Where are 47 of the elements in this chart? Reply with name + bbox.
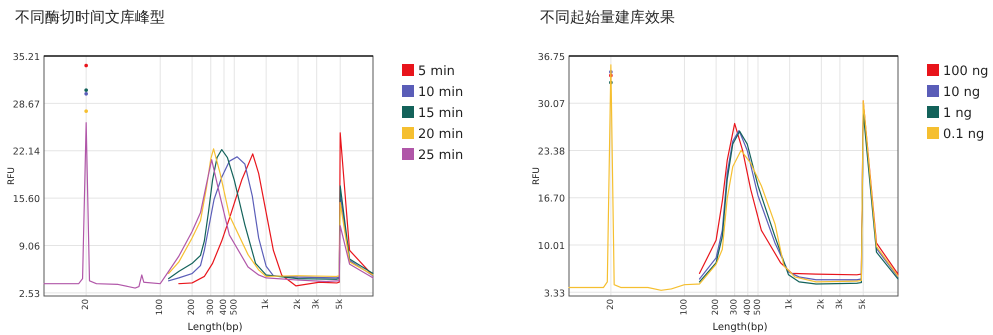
y-tick-label: 2.53: [18, 288, 40, 300]
y-tick-label: 35.21: [12, 52, 40, 63]
legend-label: 20 min: [418, 127, 464, 142]
y-tick-label: 16.70: [538, 194, 565, 205]
x-tick-label: 300: [206, 299, 216, 316]
x-tick-label: 200: [711, 299, 722, 316]
x-tick-label: 500: [229, 299, 240, 316]
legend-label: 1 ng: [943, 106, 972, 121]
x-axis-title: Length(bp): [188, 322, 243, 333]
chart-title: 不同起始量建库效果: [540, 8, 675, 26]
x-tick-label: 500: [752, 299, 763, 316]
x-tick-label: 1k: [261, 298, 272, 310]
x-tick-label: 300: [730, 299, 740, 316]
y-tick-label: 3.33: [544, 288, 565, 300]
legend-label: 10 min: [418, 85, 464, 100]
x-tick-label: 400: [218, 299, 229, 316]
x-tick-label: 200: [187, 299, 198, 316]
x-tick-label: 20: [606, 299, 616, 310]
y-tick-label: 15.60: [12, 194, 40, 206]
x-axis-title: Length(bp): [712, 322, 768, 333]
x-tick-label: 100: [155, 299, 166, 316]
y-axis-title: RFU: [532, 166, 542, 186]
x-tick-label: 2k: [293, 298, 304, 310]
x-tick-label: 2k: [816, 298, 826, 310]
chart-title: 不同酶切时间文库峰型: [15, 8, 165, 26]
y-tick-label: 10.01: [538, 241, 565, 252]
legend-label: 15 min: [418, 106, 464, 121]
x-tick-label: 5k: [335, 298, 346, 310]
y-tick-label: 9.06: [18, 242, 40, 253]
x-tick-label: 400: [742, 299, 753, 316]
x-tick-label: 5k: [858, 298, 868, 310]
y-tick-label: 28.67: [12, 99, 40, 110]
y-tick-label: 30.07: [538, 99, 565, 110]
x-tick-label: 3k: [834, 298, 845, 310]
legend-label: 5 min: [418, 64, 455, 79]
x-tick-label: 3k: [312, 298, 322, 310]
y-tick-label: 36.75: [538, 52, 565, 63]
legend-label: 100 ng: [943, 64, 988, 79]
y-tick-label: 22.14: [12, 146, 40, 158]
legend-label: 25 min: [418, 148, 464, 163]
x-tick-label: 100: [679, 299, 690, 316]
legend-label: 10 ng: [943, 85, 980, 100]
y-tick-label: 23.38: [538, 146, 565, 158]
x-tick-label: 20: [81, 299, 92, 310]
x-tick-label: 1k: [784, 298, 795, 310]
y-axis-title: RFU: [7, 166, 17, 186]
legend-label: 0.1 ng: [943, 127, 984, 142]
